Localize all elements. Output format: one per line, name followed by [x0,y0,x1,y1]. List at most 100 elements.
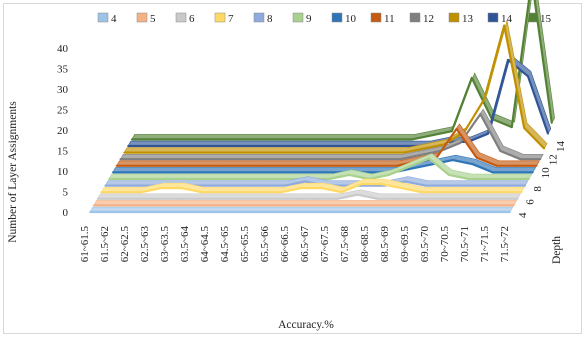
data-point [220,191,223,194]
y-tick-label: 5 [63,187,69,199]
data-point [430,134,433,137]
data-point [428,157,430,160]
data-point [247,145,249,147]
data-point [116,197,119,200]
data-point [143,151,146,154]
data-point [411,167,414,170]
data-point [168,178,170,180]
data-point [380,183,383,185]
data-point [167,145,169,147]
data-point [96,197,99,200]
legend-label: 8 [267,13,273,25]
data-point [504,184,507,187]
data-point [309,211,311,213]
legend-swatch [97,12,109,23]
data-point [264,184,267,187]
data-point [304,180,307,183]
data-point [139,158,142,161]
data-point [469,211,471,213]
data-point [451,159,454,162]
data-point [156,197,159,200]
data-point [160,187,163,190]
data-point [420,191,423,194]
data-point [483,98,486,101]
data-point [370,138,373,141]
data-point [89,211,91,213]
legend-swatch [409,12,421,23]
y-tick-label: 20 [57,125,69,137]
data-point [300,187,303,190]
data-point [472,204,475,207]
series-layer [89,0,555,214]
data-point [289,211,291,213]
data-point [172,204,175,207]
data-point [288,178,290,180]
legend-swatch [175,12,187,23]
data-point [291,171,294,174]
data-point [252,204,255,207]
series-line [131,0,553,141]
data-point [303,151,306,154]
depth-tick-label: 8 [532,186,544,192]
data-point [450,130,453,133]
depth-tick-label: 14 [555,141,567,153]
data-point [419,154,422,157]
data-point [150,138,153,141]
data-point [515,164,518,167]
y-axis: 0 5 10 15 20 25 30 35 40 [57,43,69,219]
data-point [152,204,155,207]
data-point [287,145,289,147]
legend-swatch [292,12,304,23]
data-point [210,138,213,141]
x-tick-label: 64.5~65 [219,226,231,263]
data-point [360,183,363,185]
data-point [275,164,278,167]
data-point [508,178,510,180]
x-tick-label: 62~62.5 [119,226,131,263]
data-point [330,138,333,141]
series-13 [123,20,548,154]
data-point [149,211,151,213]
series-4 [89,206,514,214]
data-point [416,197,419,200]
x-tick-label: 70.5~71 [459,226,471,262]
legend-label: 12 [423,13,434,25]
x-tick-label: 69.5~70 [419,226,431,263]
series-line [120,112,541,161]
data-point [395,164,398,167]
data-point [235,164,238,167]
x-tick-label: 66~66.5 [279,226,291,263]
data-point [383,151,386,154]
x-tick-label: 65~65.5 [239,226,251,263]
data-point [268,178,270,180]
legend-swatch [331,12,343,23]
data-point [347,145,349,147]
data-point [255,164,258,167]
data-point [389,211,391,213]
data-point [119,158,122,161]
y-tick-label: 30 [57,84,69,96]
data-point [327,145,329,147]
y-tick-label: 15 [57,146,69,158]
data-point [319,158,322,161]
data-point [492,204,495,207]
series-5 [92,200,517,207]
legend-label: 15 [540,13,552,25]
data-point [348,174,350,176]
data-point [336,197,339,200]
data-point [344,184,347,187]
data-point [223,151,226,154]
data-point [363,151,366,154]
data-point [535,164,538,167]
depth-tick-label: 4 [517,212,529,218]
data-point [212,204,215,207]
data-point [424,184,427,187]
data-point [231,171,234,174]
data-point [179,158,182,161]
data-point [123,151,126,154]
data-point [251,171,254,174]
data-point [203,151,206,154]
data-point [329,211,331,213]
legend-swatch [370,12,382,23]
